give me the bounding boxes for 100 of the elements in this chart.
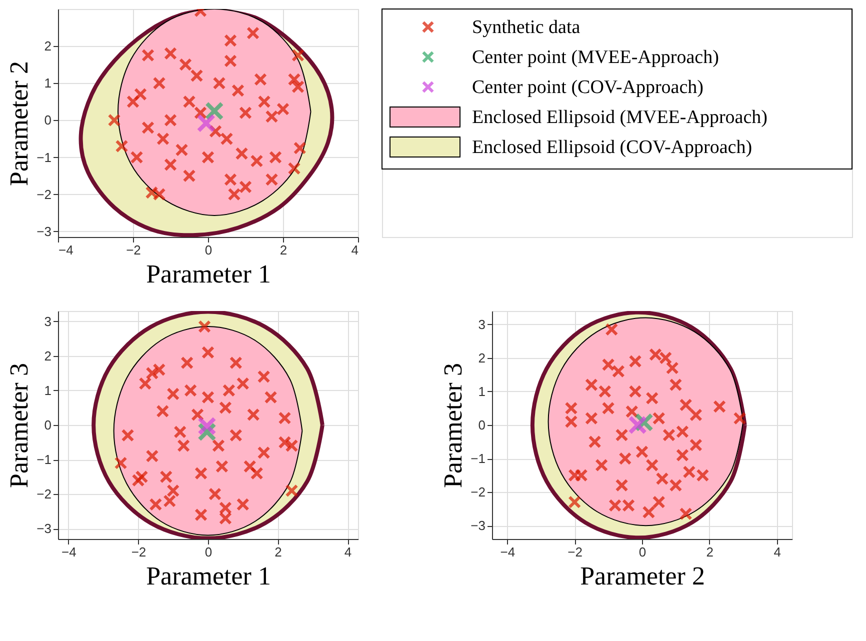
x-tick-label: 2 xyxy=(274,544,282,560)
point xyxy=(250,154,264,168)
x-tick-label: −4 xyxy=(500,544,516,560)
point xyxy=(164,46,177,60)
point xyxy=(224,173,237,186)
x-tick-label: 0 xyxy=(204,242,212,258)
point xyxy=(269,150,282,164)
point xyxy=(612,364,625,378)
point xyxy=(164,158,177,172)
point xyxy=(666,362,679,374)
point xyxy=(134,88,147,101)
point xyxy=(166,387,180,400)
point xyxy=(288,162,301,175)
point xyxy=(669,478,682,492)
point xyxy=(212,439,225,452)
point xyxy=(179,58,192,72)
point xyxy=(156,404,170,418)
point xyxy=(177,439,190,452)
point xyxy=(228,188,241,201)
point xyxy=(212,76,226,90)
point xyxy=(152,76,166,90)
point xyxy=(568,496,582,509)
x-tick-label: 2 xyxy=(706,544,714,560)
point xyxy=(132,474,145,487)
point xyxy=(254,72,267,86)
y-tick-label: −3 xyxy=(36,521,52,536)
point xyxy=(258,95,271,108)
point xyxy=(292,80,304,94)
point xyxy=(689,438,702,452)
y-tick-label: −3 xyxy=(470,518,486,534)
x-tick-label: 0 xyxy=(638,544,646,560)
point xyxy=(184,384,198,397)
point xyxy=(194,508,208,522)
x-tick-label: 4 xyxy=(351,242,358,258)
point xyxy=(222,384,236,397)
point xyxy=(135,470,148,484)
point xyxy=(646,458,659,472)
point xyxy=(146,450,159,463)
point xyxy=(174,425,187,438)
y-tick-label: 0 xyxy=(44,112,52,128)
point xyxy=(243,460,256,473)
point xyxy=(121,428,134,442)
point xyxy=(669,378,682,392)
point xyxy=(679,398,692,412)
point xyxy=(257,370,270,384)
y-tick-label: 0 xyxy=(44,418,52,432)
y-tick-label: −2 xyxy=(36,186,52,202)
x-tick-label: 0 xyxy=(204,544,212,560)
point xyxy=(595,458,608,472)
point xyxy=(182,169,196,182)
legend-label: Center point (MVEE-Approach) xyxy=(472,47,719,68)
y-tick-label: 2 xyxy=(44,38,52,54)
point xyxy=(564,415,578,428)
point xyxy=(236,377,250,390)
point xyxy=(689,408,702,422)
point xyxy=(224,34,237,48)
point xyxy=(180,356,194,370)
point xyxy=(218,501,232,514)
point xyxy=(628,416,648,434)
y-tick-label: 2 xyxy=(44,348,52,364)
y-axis-title: Parameter 2 xyxy=(4,61,34,186)
point xyxy=(229,356,242,370)
point xyxy=(598,384,612,398)
y-tick-label: 1 xyxy=(44,76,52,91)
point xyxy=(564,402,578,415)
y-tick-label: 3 xyxy=(478,316,486,332)
point xyxy=(156,132,170,146)
point xyxy=(652,496,666,509)
x-tick-label: −2 xyxy=(131,544,146,560)
x-axis-title: Parameter 2 xyxy=(580,562,705,590)
point xyxy=(605,322,618,336)
point xyxy=(292,48,304,62)
point xyxy=(198,416,216,436)
point xyxy=(220,132,234,146)
point xyxy=(149,498,162,511)
point xyxy=(733,412,746,425)
point xyxy=(239,180,252,194)
x-axis-title: Parameter 1 xyxy=(146,260,271,288)
point xyxy=(142,121,154,134)
point xyxy=(218,401,232,414)
y-tick-label: −1 xyxy=(36,150,52,165)
point xyxy=(130,150,144,164)
point xyxy=(208,488,222,501)
point xyxy=(194,466,208,480)
point xyxy=(108,114,121,127)
y-tick-label: 1 xyxy=(44,382,52,398)
y-tick-label: 3 xyxy=(44,314,52,329)
point xyxy=(257,446,270,460)
point xyxy=(215,460,228,473)
point xyxy=(160,470,173,484)
point xyxy=(584,412,598,425)
point xyxy=(265,173,278,186)
y-tick-label: 2 xyxy=(478,350,486,366)
point xyxy=(190,69,204,82)
point xyxy=(163,494,176,508)
point xyxy=(264,390,278,404)
y-tick-label: −2 xyxy=(36,486,52,502)
point xyxy=(164,114,177,127)
point xyxy=(138,377,152,390)
y-tick-label: 1 xyxy=(478,384,486,399)
